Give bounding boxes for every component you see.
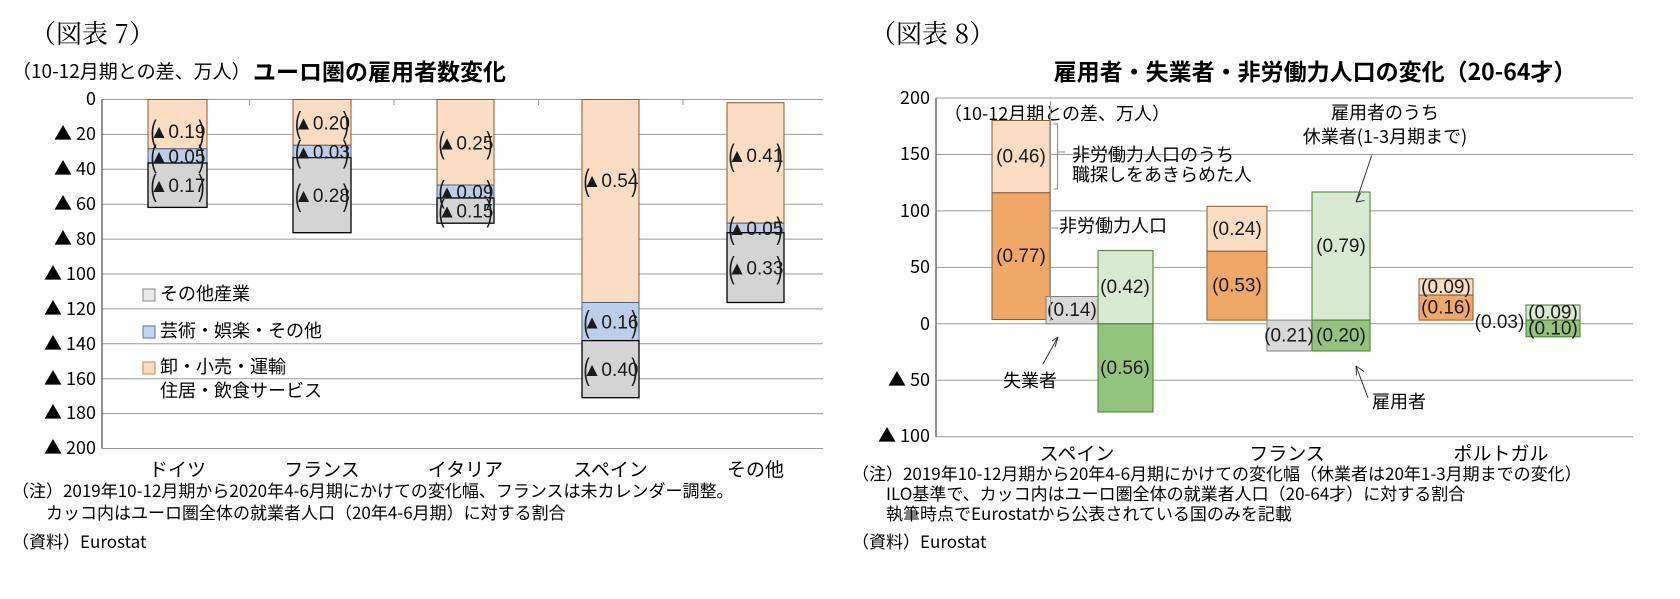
svg-text:(0.09): (0.09) <box>1421 277 1471 298</box>
svg-text:職探しをあきらめた人: 職探しをあきらめた人 <box>1072 161 1252 187</box>
svg-text:▲0.16: ▲0.16 <box>583 313 639 334</box>
svg-text:執筆時点でEurostatから公表されている国のみを記載: 執筆時点でEurostatから公表されている国のみを記載 <box>886 500 1292 525</box>
svg-text:ユーロ圏の雇用者数変化: ユーロ圏の雇用者数変化 <box>253 53 506 87</box>
svg-text:▲ 160: ▲ 160 <box>44 365 96 391</box>
svg-text:): ) <box>486 195 492 229</box>
svg-text:200: 200 <box>900 84 930 110</box>
svg-text:(0.79): (0.79) <box>1316 236 1366 257</box>
svg-text:失業者: 失業者 <box>1003 367 1057 393</box>
svg-text:▲ 100: ▲ 100 <box>878 422 930 448</box>
svg-text:150: 150 <box>900 140 930 166</box>
svg-text:0: 0 <box>86 85 96 111</box>
svg-text:(0.42): (0.42) <box>1100 277 1150 298</box>
svg-text:(0.10): (0.10) <box>1528 319 1578 340</box>
svg-text:卸・小売・運輸: 卸・小売・運輸 <box>160 353 286 379</box>
svg-text:▲0.05: ▲0.05 <box>150 147 206 168</box>
svg-text:50: 50 <box>910 253 930 279</box>
svg-text:(0.03): (0.03) <box>1475 312 1525 333</box>
svg-text:▲ 200: ▲ 200 <box>44 434 96 460</box>
svg-text:雇用者: 雇用者 <box>1372 388 1426 414</box>
svg-text:▲ 80: ▲ 80 <box>54 225 96 251</box>
svg-text:▲ 60: ▲ 60 <box>54 190 96 216</box>
svg-text:): ) <box>343 179 349 213</box>
svg-text:): ) <box>486 127 492 161</box>
svg-text:雇用者のうち: 雇用者のうち <box>1331 99 1439 125</box>
svg-text:(0.21): (0.21) <box>1264 326 1314 347</box>
svg-text:▲ 120: ▲ 120 <box>44 295 96 321</box>
svg-text:▲0.20: ▲0.20 <box>294 114 350 135</box>
svg-text:(0.77): (0.77) <box>996 246 1046 267</box>
svg-text:): ) <box>631 306 637 340</box>
svg-text:（10-12月期との差、万人）: （10-12月期との差、万人） <box>944 100 1170 126</box>
svg-text:住居・飲食サービス: 住居・飲食サービス <box>160 377 322 403</box>
svg-text:(0.53): (0.53) <box>1212 276 1262 297</box>
svg-text:▲0.33: ▲0.33 <box>728 259 784 280</box>
svg-text:(0.24): (0.24) <box>1212 219 1262 240</box>
svg-text:(0.14): (0.14) <box>1047 300 1097 321</box>
svg-text:): ) <box>343 136 349 170</box>
svg-text:▲0.41: ▲0.41 <box>728 146 784 167</box>
svg-text:（資料）Eurostat: （資料）Eurostat <box>12 528 147 553</box>
svg-text:▲ 180: ▲ 180 <box>44 399 96 425</box>
svg-text:▲ 50: ▲ 50 <box>888 366 930 392</box>
svg-text:▲0.19: ▲0.19 <box>150 122 206 143</box>
svg-text:▲0.09: ▲0.09 <box>438 183 494 204</box>
svg-text:): ) <box>776 252 782 286</box>
svg-text:): ) <box>776 212 782 246</box>
svg-text:（10-12月期との差、万人）: （10-12月期との差、万人） <box>12 57 251 84</box>
svg-text:休業者(1-3月期まで): 休業者(1-3月期まで) <box>1303 123 1467 149</box>
svg-text:0: 0 <box>920 310 930 336</box>
svg-text:): ) <box>631 353 637 387</box>
svg-text:▲ 140: ▲ 140 <box>44 330 96 356</box>
svg-text:（図表 7）: （図表 7） <box>30 14 155 51</box>
svg-text:▲0.17: ▲0.17 <box>150 176 206 197</box>
svg-text:雇用者・失業者・非労働力人口の変化（20-64才）: 雇用者・失業者・非労働力人口の変化（20-64才） <box>1054 53 1577 87</box>
svg-text:100: 100 <box>900 197 930 223</box>
svg-text:(0.20): (0.20) <box>1316 326 1366 347</box>
svg-text:): ) <box>776 139 782 173</box>
svg-text:▲0.40: ▲0.40 <box>583 360 639 381</box>
svg-text:): ) <box>631 164 637 198</box>
svg-text:▲0.25: ▲0.25 <box>438 134 494 155</box>
svg-text:非労働力人口: 非労働力人口 <box>1059 212 1167 238</box>
svg-text:その他産業: その他産業 <box>160 280 250 306</box>
svg-text:▲ 100: ▲ 100 <box>44 260 96 286</box>
svg-text:): ) <box>198 169 204 203</box>
svg-text:▲0.15: ▲0.15 <box>438 202 494 223</box>
svg-text:カッコ内はユーロ圏全体の就業者人口（20年4-6月期）に対す: カッコ内はユーロ圏全体の就業者人口（20年4-6月期）に対する割合 <box>46 499 566 524</box>
svg-text:芸術・娯楽・その他: 芸術・娯楽・その他 <box>160 317 322 343</box>
svg-text:▲0.28: ▲0.28 <box>294 186 350 207</box>
svg-text:（資料）Eurostat: （資料）Eurostat <box>852 528 987 553</box>
svg-text:(0.46): (0.46) <box>996 147 1046 168</box>
svg-text:▲0.03: ▲0.03 <box>294 143 350 164</box>
svg-text:▲0.05: ▲0.05 <box>728 219 784 240</box>
svg-text:(0.16): (0.16) <box>1421 298 1471 319</box>
svg-text:(0.56): (0.56) <box>1100 358 1150 379</box>
svg-text:▲ 20: ▲ 20 <box>54 120 96 146</box>
svg-text:その他: その他 <box>727 455 784 482</box>
svg-text:（図表 8）: （図表 8） <box>870 14 995 51</box>
svg-text:▲ 40: ▲ 40 <box>54 155 96 181</box>
